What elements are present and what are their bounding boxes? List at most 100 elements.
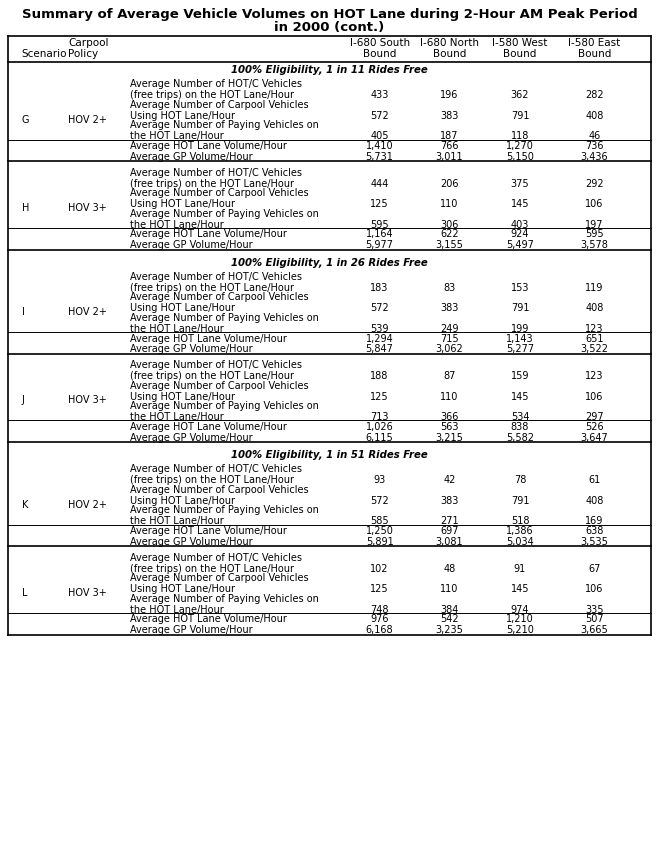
Text: HOV 2+: HOV 2+ xyxy=(68,500,107,509)
Text: 433: 433 xyxy=(370,91,389,100)
Text: 1,143: 1,143 xyxy=(506,334,534,343)
Text: Average Number of HOT/C Vehicles: Average Number of HOT/C Vehicles xyxy=(130,553,302,562)
Text: G: G xyxy=(22,115,29,125)
Text: 715: 715 xyxy=(440,334,459,343)
Text: K: K xyxy=(22,500,28,509)
Text: 539: 539 xyxy=(370,324,389,334)
Text: 1,294: 1,294 xyxy=(366,334,393,343)
Text: 403: 403 xyxy=(511,220,529,229)
Text: I-680 North: I-680 North xyxy=(420,38,479,48)
Text: 3,578: 3,578 xyxy=(581,241,608,250)
Text: Average HOT Lane Volume/Hour: Average HOT Lane Volume/Hour xyxy=(130,229,287,240)
Text: 375: 375 xyxy=(511,179,529,188)
Text: 110: 110 xyxy=(440,392,459,401)
Text: 145: 145 xyxy=(511,584,529,594)
Text: 5,277: 5,277 xyxy=(506,344,534,354)
Text: HOV 2+: HOV 2+ xyxy=(68,307,107,318)
Text: 3,155: 3,155 xyxy=(436,241,463,250)
Text: 5,210: 5,210 xyxy=(506,625,534,635)
Text: 383: 383 xyxy=(440,303,459,313)
Text: Using HOT Lane/Hour: Using HOT Lane/Hour xyxy=(130,111,235,121)
Text: Average GP Volume/Hour: Average GP Volume/Hour xyxy=(130,433,252,443)
Text: 1,250: 1,250 xyxy=(366,526,393,536)
Text: Average Number of HOT/C Vehicles: Average Number of HOT/C Vehicles xyxy=(130,168,302,178)
Text: 6,115: 6,115 xyxy=(366,433,393,443)
Text: Using HOT Lane/Hour: Using HOT Lane/Hour xyxy=(130,584,235,594)
Text: 119: 119 xyxy=(585,282,604,293)
Text: 1,164: 1,164 xyxy=(366,229,393,240)
Text: 306: 306 xyxy=(440,220,459,229)
Text: 197: 197 xyxy=(585,220,604,229)
Text: Average Number of Carpool Vehicles: Average Number of Carpool Vehicles xyxy=(130,188,308,199)
Text: 125: 125 xyxy=(370,199,389,209)
Text: L: L xyxy=(22,588,27,597)
Text: 106: 106 xyxy=(585,199,604,209)
Text: 42: 42 xyxy=(444,475,455,485)
Text: 206: 206 xyxy=(440,179,459,188)
Text: 1,026: 1,026 xyxy=(366,422,393,431)
Text: 572: 572 xyxy=(370,496,389,506)
Text: Average Number of Paying Vehicles on: Average Number of Paying Vehicles on xyxy=(130,313,319,323)
Text: the HOT Lane/Hour: the HOT Lane/Hour xyxy=(130,324,223,334)
Text: 507: 507 xyxy=(585,615,604,624)
Text: 697: 697 xyxy=(440,526,459,536)
Text: 106: 106 xyxy=(585,392,604,401)
Text: Average Number of Carpool Vehicles: Average Number of Carpool Vehicles xyxy=(130,293,308,302)
Text: Summary of Average Vehicle Volumes on HOT Lane during 2-Hour AM Peak Period: Summary of Average Vehicle Volumes on HO… xyxy=(22,8,637,21)
Text: HOV 2+: HOV 2+ xyxy=(68,115,107,125)
Text: 110: 110 xyxy=(440,584,459,594)
Text: Using HOT Lane/Hour: Using HOT Lane/Hour xyxy=(130,392,235,401)
Text: (free trips) on the HOT Lane/Hour: (free trips) on the HOT Lane/Hour xyxy=(130,282,294,293)
Text: (free trips) on the HOT Lane/Hour: (free trips) on the HOT Lane/Hour xyxy=(130,372,294,381)
Text: 145: 145 xyxy=(511,392,529,401)
Text: 123: 123 xyxy=(585,324,604,334)
Text: 405: 405 xyxy=(370,132,389,141)
Text: 78: 78 xyxy=(514,475,526,485)
Text: Average Number of Paying Vehicles on: Average Number of Paying Vehicles on xyxy=(130,209,319,219)
Text: 622: 622 xyxy=(440,229,459,240)
Text: 3,215: 3,215 xyxy=(436,433,463,443)
Text: 1,210: 1,210 xyxy=(506,615,534,624)
Text: 3,665: 3,665 xyxy=(581,625,608,635)
Text: the HOT Lane/Hour: the HOT Lane/Hour xyxy=(130,604,223,615)
Text: H: H xyxy=(22,203,29,213)
Text: Average GP Volume/Hour: Average GP Volume/Hour xyxy=(130,241,252,250)
Text: 110: 110 xyxy=(440,199,459,209)
Text: 651: 651 xyxy=(585,334,604,343)
Text: Average HOT Lane Volume/Hour: Average HOT Lane Volume/Hour xyxy=(130,141,287,151)
Text: 408: 408 xyxy=(585,496,604,506)
Text: 736: 736 xyxy=(585,141,604,151)
Text: Using HOT Lane/Hour: Using HOT Lane/Hour xyxy=(130,199,235,209)
Text: Average GP Volume/Hour: Average GP Volume/Hour xyxy=(130,537,252,547)
Text: 100% Eligibility, 1 in 26 Rides Free: 100% Eligibility, 1 in 26 Rides Free xyxy=(231,258,428,268)
Text: 61: 61 xyxy=(588,475,600,485)
Text: 444: 444 xyxy=(370,179,389,188)
Text: 585: 585 xyxy=(370,516,389,526)
Text: 187: 187 xyxy=(440,132,459,141)
Text: Policy: Policy xyxy=(68,49,98,59)
Text: 3,062: 3,062 xyxy=(436,344,463,354)
Text: the HOT Lane/Hour: the HOT Lane/Hour xyxy=(130,220,223,229)
Text: 6,168: 6,168 xyxy=(366,625,393,635)
Text: 383: 383 xyxy=(440,111,459,121)
Text: 335: 335 xyxy=(585,604,604,615)
Text: I-680 South: I-680 South xyxy=(349,38,410,48)
Text: 87: 87 xyxy=(444,372,455,381)
Text: Average Number of Carpool Vehicles: Average Number of Carpool Vehicles xyxy=(130,484,308,495)
Text: 145: 145 xyxy=(511,199,529,209)
Text: 518: 518 xyxy=(511,516,529,526)
Text: Average Number of HOT/C Vehicles: Average Number of HOT/C Vehicles xyxy=(130,80,302,89)
Text: 93: 93 xyxy=(374,475,386,485)
Text: 1,410: 1,410 xyxy=(366,141,393,151)
Text: 924: 924 xyxy=(511,229,529,240)
Text: 125: 125 xyxy=(370,584,389,594)
Text: Average HOT Lane Volume/Hour: Average HOT Lane Volume/Hour xyxy=(130,422,287,431)
Text: 67: 67 xyxy=(588,563,600,574)
Text: 595: 595 xyxy=(370,220,389,229)
Text: HOV 3+: HOV 3+ xyxy=(68,203,107,213)
Text: 384: 384 xyxy=(440,604,459,615)
Text: 3,011: 3,011 xyxy=(436,152,463,162)
Text: HOV 3+: HOV 3+ xyxy=(68,395,107,406)
Text: HOV 3+: HOV 3+ xyxy=(68,588,107,597)
Text: 188: 188 xyxy=(370,372,389,381)
